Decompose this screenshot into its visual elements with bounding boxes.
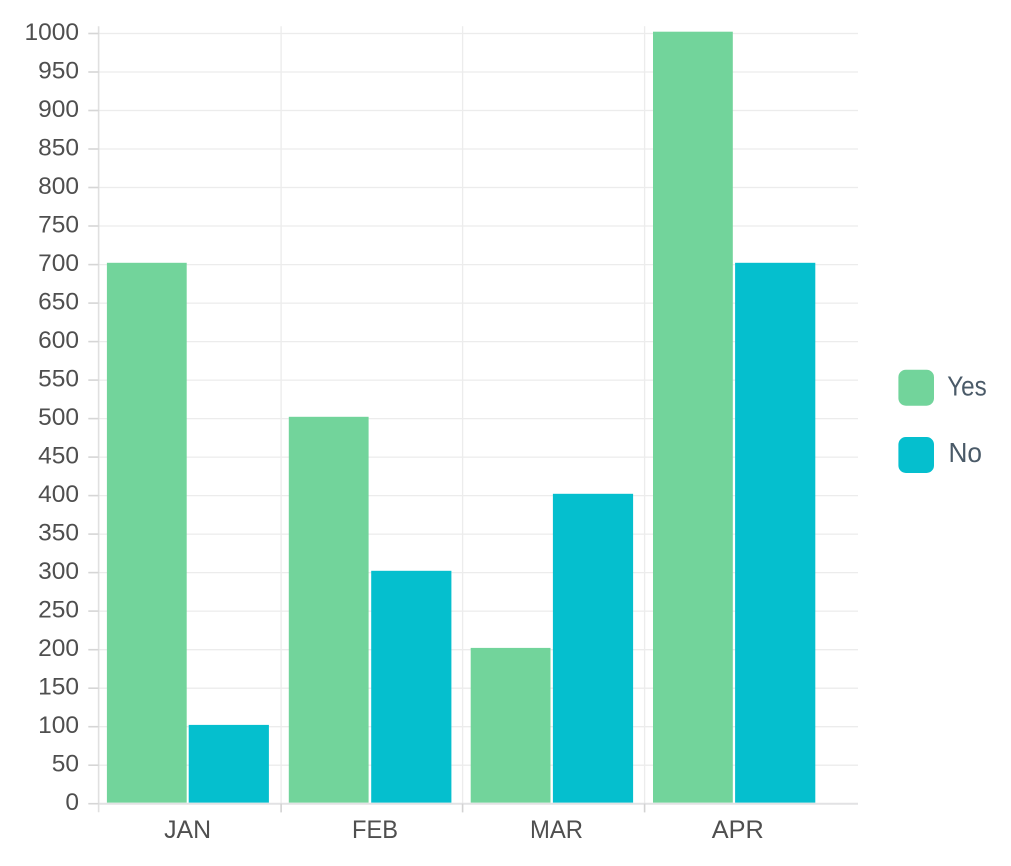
svg-text:300: 300 — [38, 558, 79, 585]
svg-text:MAR: MAR — [530, 816, 583, 844]
svg-text:100: 100 — [38, 712, 79, 739]
svg-text:0: 0 — [65, 789, 79, 816]
svg-text:650: 650 — [38, 288, 79, 315]
svg-text:200: 200 — [38, 635, 79, 662]
svg-text:350: 350 — [38, 519, 79, 546]
svg-text:FEB: FEB — [352, 816, 398, 844]
svg-text:50: 50 — [52, 751, 79, 778]
svg-text:Yes: Yes — [947, 371, 987, 402]
svg-text:850: 850 — [38, 134, 79, 161]
svg-text:800: 800 — [38, 173, 79, 200]
svg-text:600: 600 — [38, 327, 79, 354]
svg-text:1000: 1000 — [24, 19, 79, 46]
svg-text:550: 550 — [38, 365, 79, 392]
svg-text:No: No — [949, 437, 983, 468]
svg-text:750: 750 — [38, 211, 79, 238]
svg-text:900: 900 — [38, 96, 79, 123]
svg-text:500: 500 — [38, 404, 79, 431]
svg-text:APR: APR — [712, 816, 764, 844]
svg-text:700: 700 — [38, 250, 79, 277]
svg-text:250: 250 — [38, 596, 79, 623]
svg-text:JAN: JAN — [164, 816, 211, 844]
svg-text:450: 450 — [38, 442, 79, 469]
svg-text:400: 400 — [38, 481, 79, 508]
svg-text:150: 150 — [38, 674, 79, 701]
svg-text:950: 950 — [38, 57, 79, 84]
